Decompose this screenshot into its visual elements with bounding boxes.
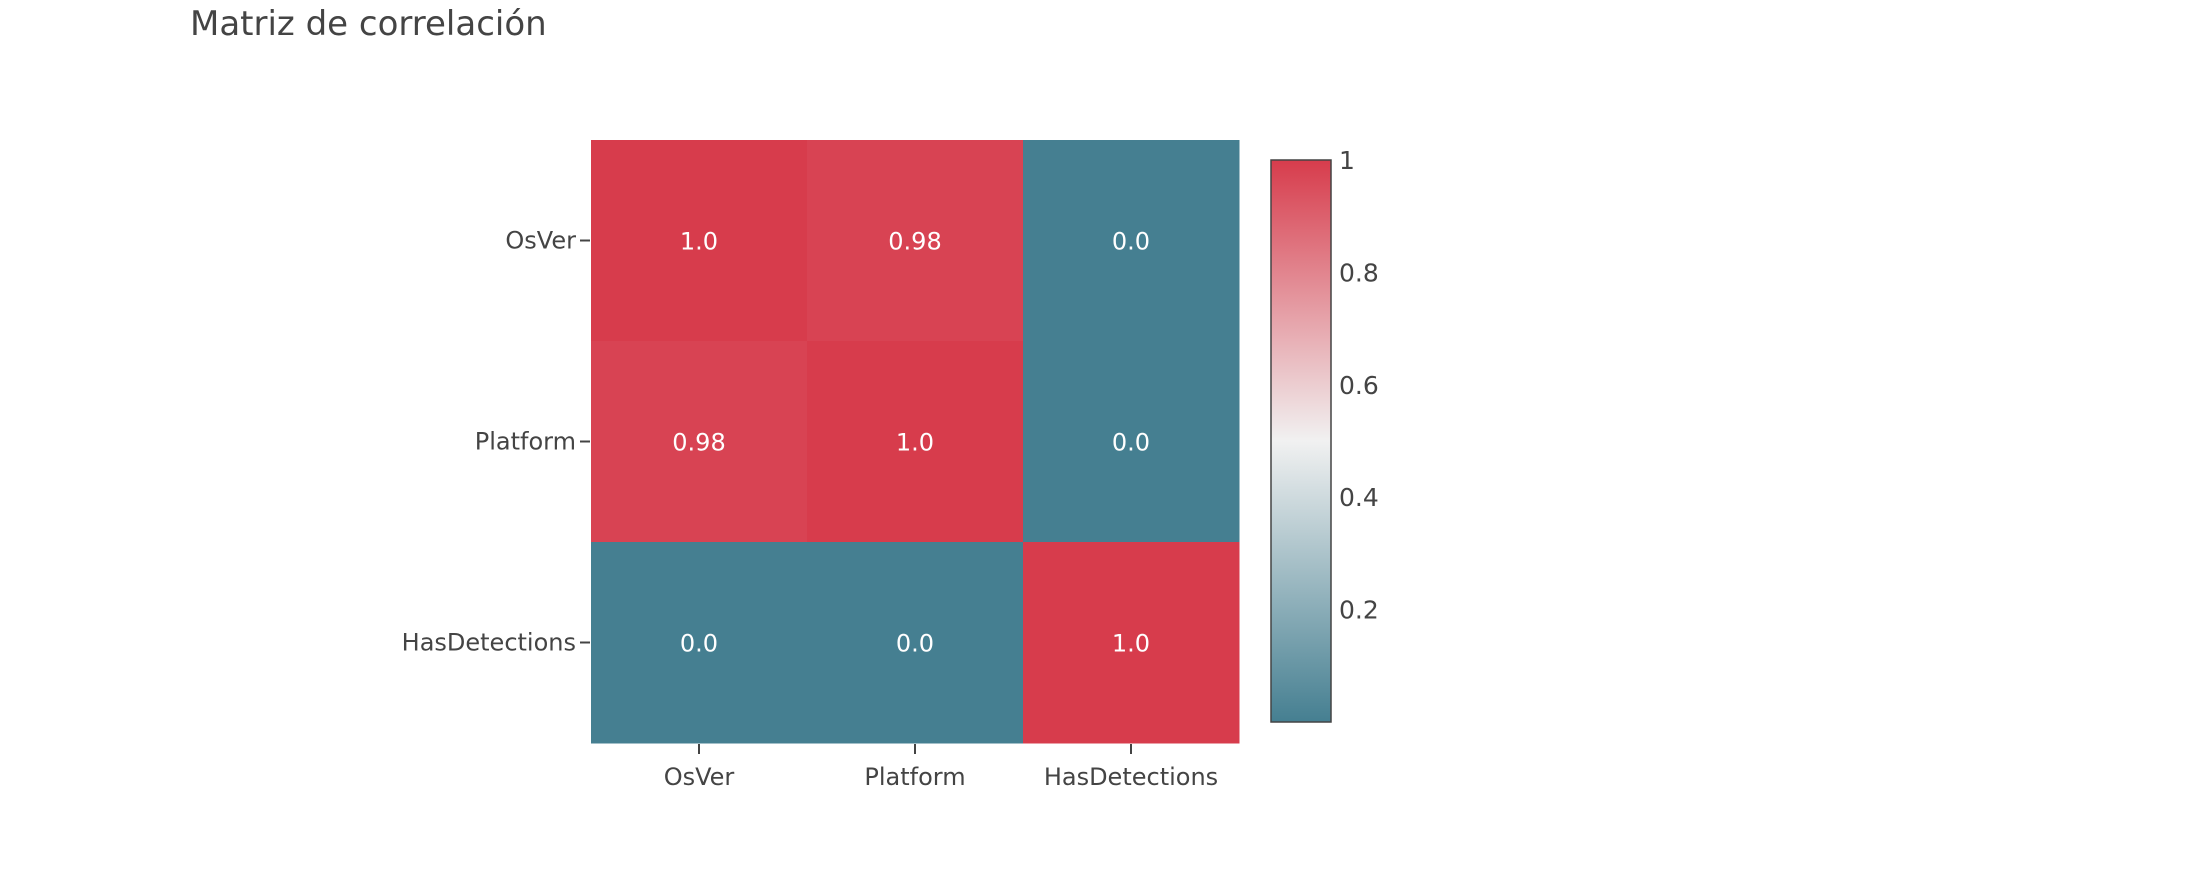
heatmap-cell [591,542,808,744]
heatmap-cell [807,341,1024,543]
heatmap-cell-label: 1.0 [1112,630,1150,658]
heatmap-cell-label: 0.98 [888,228,941,256]
heatmap-cell [591,341,808,543]
heatmap-cell [1023,542,1240,744]
x-axis-tick-label: HasDetections [1044,763,1218,791]
heatmap-cell [807,542,1024,744]
colorbar-tick-label: 0.6 [1339,371,1379,400]
heatmap-cell [1023,140,1240,342]
colorbar: 1 0.8 0.6 0.4 0.2 [1270,146,1379,723]
heatmap-cell-label: 1.0 [896,429,934,457]
x-axis-tick-label: Platform [864,763,965,791]
colorbar-tick-label: 0.8 [1339,258,1379,287]
heatmap-cell [1023,341,1240,543]
colorbar-bar [1270,159,1332,723]
heatmap-cell-label: 0.0 [1112,228,1150,256]
heatmap-axes: OsVer Platform HasDetections OsVer Platform H… [402,227,1219,792]
heatmap-cell-label: 0.0 [1112,429,1150,457]
heatmap-cell-label: 0.98 [672,429,725,457]
colorbar-tick-label: 0.4 [1339,483,1379,512]
chart-title: Matriz de correlación [190,4,547,44]
heatmap-cell-label: 1.0 [680,228,718,256]
heatmap-cell-label: 0.0 [896,630,934,658]
colorbar-tick-label: 0.2 [1339,596,1379,625]
heatmap-cells [591,140,1240,744]
heatmap-cell [807,140,1024,342]
x-axis-tick-label: OsVer [664,763,735,791]
y-axis-tick-label: OsVer [505,227,576,255]
heatmap-cell-labels: 1.0 0.98 0.0 0.98 1.0 0.0 0.0 0.0 1.0 [672,228,1150,658]
heatmap-cell-label: 0.0 [680,630,718,658]
y-axis-tick-label: Platform [475,428,576,456]
colorbar-tick-label: 1 [1339,146,1355,175]
heatmap-cell [591,140,808,342]
y-axis-tick-label: HasDetections [402,629,576,657]
